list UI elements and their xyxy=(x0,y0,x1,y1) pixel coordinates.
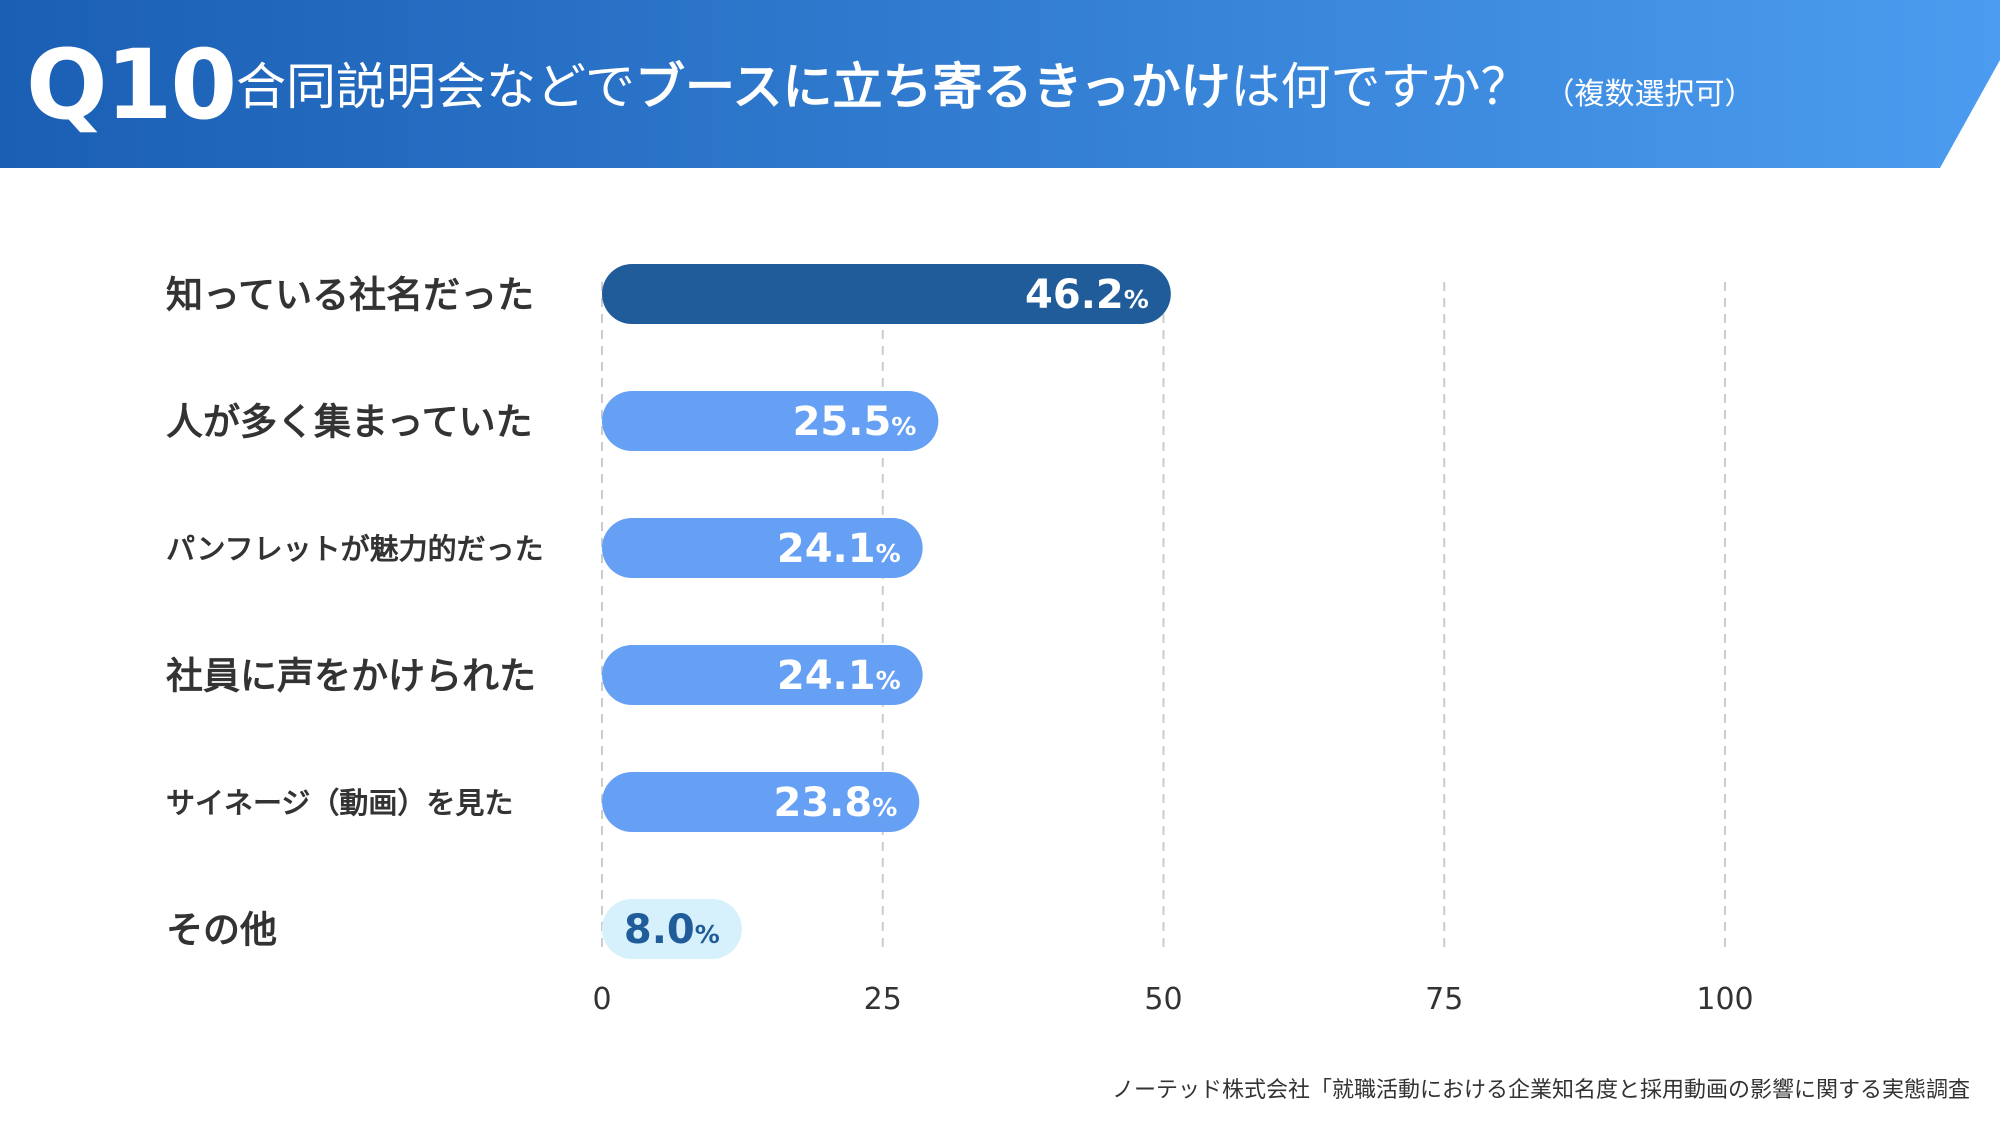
bar xyxy=(602,264,1171,324)
x-tick-label: 100 xyxy=(1696,982,1753,1017)
category-label: その他 xyxy=(166,909,277,952)
category-label: サイネージ（動画）を見た xyxy=(166,786,513,820)
data-label-unit: % xyxy=(1124,285,1149,314)
data-label-value: 24.1 xyxy=(777,653,876,699)
data-label: 23.8% xyxy=(774,780,898,826)
data-label-value: 8.0 xyxy=(624,907,695,953)
data-label-unit: % xyxy=(891,412,916,441)
bar xyxy=(602,645,923,705)
bar xyxy=(602,518,923,578)
bar xyxy=(602,772,920,832)
x-tick-label: 25 xyxy=(864,982,902,1017)
data-label-unit: % xyxy=(872,793,897,822)
data-label-unit: % xyxy=(876,539,901,568)
category-label: 社員に声をかけられた xyxy=(166,655,536,698)
bar xyxy=(602,899,742,959)
x-tick-label: 50 xyxy=(1144,982,1182,1017)
question-title: 合同説明会などでブースに立ち寄るきっかけは何ですか？ （複数選択可） xyxy=(236,52,1755,130)
category-label: パンフレットが魅力的だった xyxy=(166,532,544,566)
x-tick-label: 0 xyxy=(592,982,611,1017)
data-label: 8.0% xyxy=(624,907,720,953)
bar-chart: 0 25 50 75 100 知っている社名だった 46.2% 人が多く集まっていた 25.5%… xyxy=(166,264,1754,1017)
bar xyxy=(602,391,939,451)
data-label-value: 23.8 xyxy=(774,780,873,826)
data-label: 46.2% xyxy=(1025,272,1149,318)
x-tick-label: 75 xyxy=(1425,982,1463,1017)
data-label: 25.5% xyxy=(793,399,917,445)
data-label-value: 25.5 xyxy=(793,399,892,445)
category-label: 知っている社名だった xyxy=(166,274,534,317)
category-label: 人が多く集まっていた xyxy=(166,401,533,444)
header-background xyxy=(0,0,2000,168)
data-label: 24.1% xyxy=(777,526,901,572)
data-label-unit: % xyxy=(876,666,901,695)
title-note: （複数選択可） xyxy=(1544,77,1755,112)
data-label-value: 46.2 xyxy=(1025,272,1124,318)
data-label: 24.1% xyxy=(777,653,901,699)
header-banner: Q10 合同説明会などでブースに立ち寄るきっかけは何ですか？ （複数選択可） xyxy=(0,0,2000,168)
source-note: ノーテッド株式会社「就職活動における企業知名度と採用動画の影響に関する実態調査 xyxy=(1111,1078,1970,1103)
question-number: Q10 xyxy=(26,29,237,141)
title-part1: 合同説明会などで xyxy=(236,58,635,116)
title-part2: は何ですか？ xyxy=(1230,58,1531,116)
title-bold: ブースに立ち寄るきっかけ xyxy=(635,58,1231,116)
data-label-value: 24.1 xyxy=(777,526,876,572)
data-label-unit: % xyxy=(695,920,720,949)
